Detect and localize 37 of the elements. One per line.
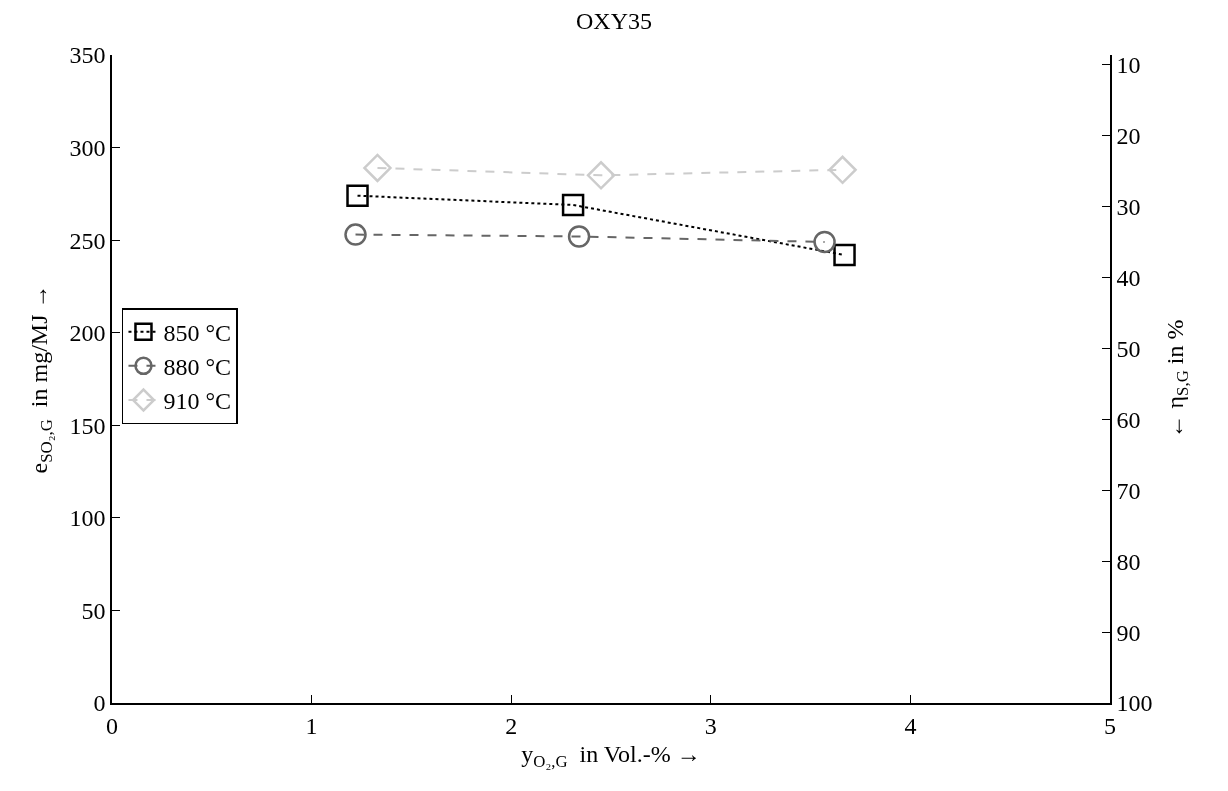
y-tick-label: 100	[69, 505, 106, 532]
y-tick-label: 200	[69, 320, 106, 347]
y-tick-label: 350	[69, 42, 106, 69]
y-tick-label: 0	[93, 690, 106, 717]
y2-tick-label: 20	[1116, 123, 1141, 150]
y-tick-label: 250	[69, 227, 106, 254]
x-tick-label: 4	[904, 712, 917, 739]
y2-tick-label: 80	[1116, 548, 1141, 575]
x-axis-title: y$_{O₂,G}$ in Vol.-% →	[521, 741, 701, 772]
x-tick-label: 5	[1104, 712, 1116, 739]
y-tick-label: 150	[69, 412, 106, 439]
y2-tick-label: 60	[1116, 406, 1141, 433]
point	[586, 161, 616, 190]
y-tick-label: 300	[69, 134, 106, 161]
legend-label: 910 °C	[163, 388, 232, 415]
point	[567, 225, 591, 248]
point	[828, 155, 857, 185]
y2-tick-label: 50	[1116, 335, 1141, 362]
point	[561, 193, 585, 217]
y2-tick-label: 10	[1116, 52, 1141, 79]
x-tick-label: 2	[505, 712, 518, 739]
chart-title: OXY35	[576, 7, 652, 34]
x-tick-label: 3	[704, 712, 717, 739]
y-tick-label: 50	[81, 597, 106, 624]
x-tick-label: 1	[305, 712, 318, 739]
point	[813, 230, 836, 254]
point	[833, 243, 856, 267]
y2-tick-label: 70	[1116, 477, 1141, 504]
legend-label: 880 °C	[163, 354, 232, 381]
y2-tick-label: 100	[1116, 690, 1153, 717]
legend-label: 850 °C	[163, 320, 232, 346]
y2-tick-label: 40	[1116, 265, 1141, 292]
point	[363, 153, 392, 183]
point	[344, 223, 367, 246]
point	[346, 184, 369, 207]
y2-tick-label: 90	[1116, 619, 1141, 646]
y2-tick-label: 30	[1116, 194, 1141, 221]
